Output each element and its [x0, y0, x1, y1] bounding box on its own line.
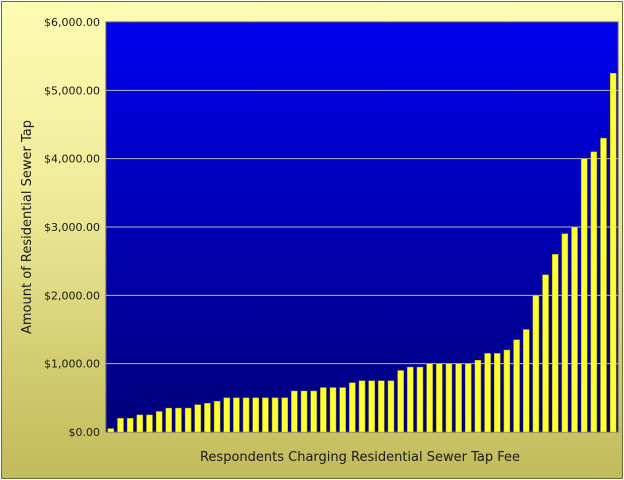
bar [368, 380, 375, 433]
bar [561, 233, 569, 433]
bar [213, 401, 221, 433]
bar [117, 418, 124, 433]
bar [291, 390, 298, 433]
bar [513, 339, 520, 433]
y-tick-labels: $0.00 $1,000.00 $2,000.00 $3,000.00 $4,000.0… [44, 16, 100, 439]
bar [271, 397, 279, 433]
bar [155, 411, 163, 433]
bar [426, 363, 433, 433]
bars [107, 73, 617, 433]
bar [445, 363, 453, 433]
bar [484, 353, 491, 433]
bar [378, 380, 385, 433]
bar [474, 360, 482, 433]
bar [522, 329, 530, 433]
bar [223, 397, 230, 433]
bar [580, 158, 588, 433]
bar [175, 407, 182, 433]
x-axis-title: Respondents Charging Residential Sewer T… [200, 450, 520, 465]
bar [233, 397, 240, 433]
bar [320, 387, 327, 433]
bar [281, 397, 288, 433]
bar [204, 403, 211, 433]
bar [329, 387, 337, 433]
bar [184, 407, 192, 433]
bar [310, 390, 317, 433]
y-tick-label: $1,000.00 [44, 358, 100, 371]
bar [339, 387, 346, 433]
bar [551, 254, 559, 433]
bar [397, 370, 404, 433]
bar [436, 363, 443, 433]
bar [126, 418, 134, 433]
y-axis-title: Amount of Residential Sewer Tap [20, 120, 35, 334]
bar [407, 366, 414, 433]
bar [194, 404, 202, 433]
bar [136, 414, 144, 433]
bar [107, 428, 115, 433]
bar [494, 353, 501, 433]
bar [600, 137, 607, 433]
y-tick-label: $4,000.00 [44, 153, 100, 166]
bar [165, 407, 173, 433]
y-tick-label: $2,000.00 [44, 289, 100, 302]
y-tick-label: $3,000.00 [44, 221, 100, 234]
y-tick-label: $0.00 [69, 426, 101, 439]
bar [358, 380, 366, 433]
bar [571, 226, 578, 433]
bar [387, 380, 395, 433]
y-tick-label: $6,000.00 [44, 16, 100, 29]
bar [146, 414, 153, 433]
bar [252, 397, 259, 433]
bar [416, 366, 424, 433]
bar [300, 390, 308, 433]
y-tick-label: $5,000.00 [44, 84, 100, 97]
bar [503, 349, 511, 433]
bar [542, 274, 549, 433]
bar [590, 151, 598, 433]
bar [455, 363, 462, 433]
bar [262, 397, 269, 433]
bar [349, 382, 356, 433]
bar [532, 295, 540, 433]
bar [609, 73, 617, 433]
bar [242, 397, 250, 433]
bar [465, 363, 472, 433]
